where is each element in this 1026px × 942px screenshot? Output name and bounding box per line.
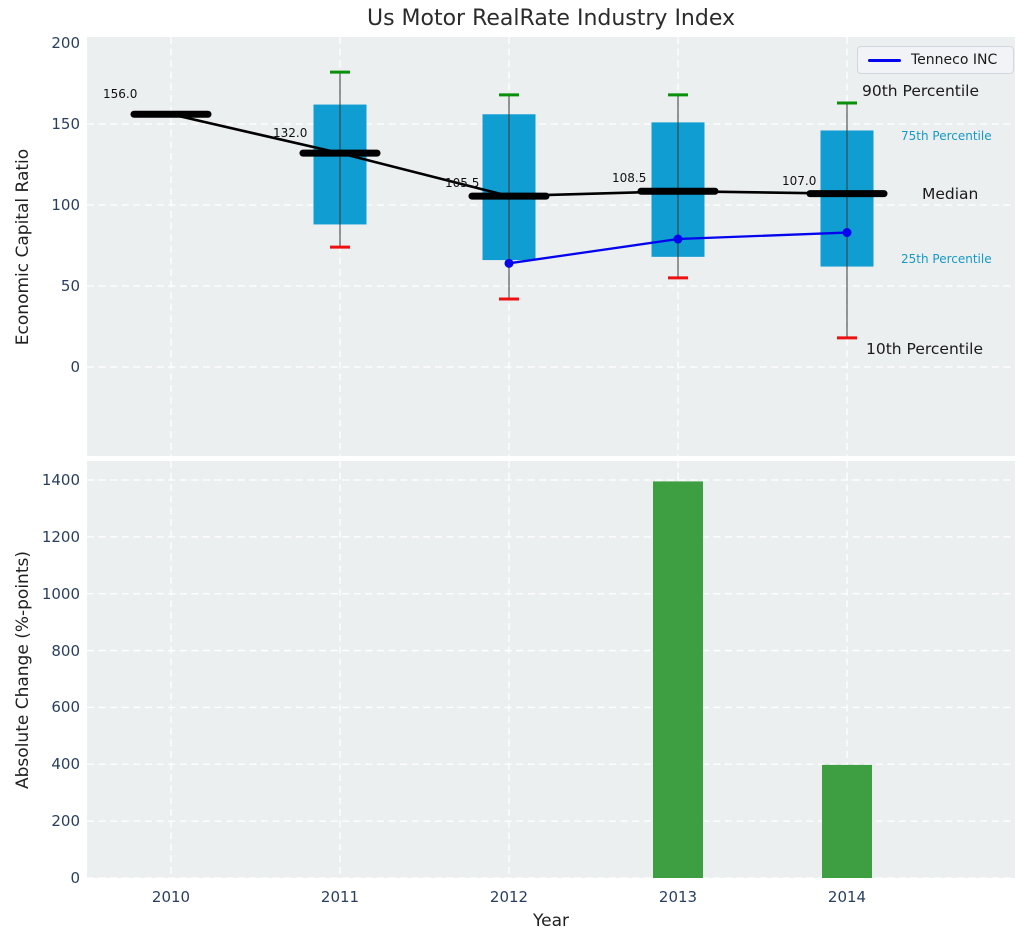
ytick-bottom-1000: 1000: [41, 584, 80, 603]
xtick-2011: 2011: [320, 888, 360, 906]
ytick-top-200: 200: [51, 34, 80, 52]
chart-title: Us Motor RealRate Industry Index: [366, 6, 736, 31]
ytick-top-0: 0: [70, 358, 80, 376]
annotation-75th-percentile: 75th Percentile: [901, 129, 992, 143]
ytick-top-50: 50: [60, 277, 80, 295]
ytick-top-100: 100: [51, 196, 80, 214]
ytick-top-150: 150: [51, 115, 80, 133]
median-value-label-2010: 156.0: [103, 87, 138, 102]
bar-2013: [653, 481, 703, 878]
xtick-2010: 2010: [151, 888, 191, 906]
annotation-median: Median: [922, 185, 979, 203]
median-value-label-2012: 105.5: [445, 176, 480, 191]
ytick-bottom-1200: 1200: [41, 527, 80, 546]
legend-label: Tenneco INC: [911, 52, 998, 68]
y-axis-label-top: Economic Capital Ratio: [13, 148, 33, 346]
ytick-bottom-200: 200: [51, 812, 80, 831]
ytick-bottom-600: 600: [51, 698, 80, 717]
xtick-2012: 2012: [489, 888, 529, 906]
legend-line-swatch: [868, 58, 901, 62]
tenneco-marker-2014: [842, 228, 852, 238]
bar-2014: [822, 764, 872, 878]
ytick-bottom-400: 400: [51, 755, 80, 774]
bottom-panel-bg: [87, 461, 1015, 878]
ytick-bottom-800: 800: [51, 641, 80, 660]
xtick-2013: 2013: [658, 888, 698, 906]
median-value-label-2014: 107.0: [782, 173, 817, 188]
legend: Tenneco INC: [857, 46, 1014, 74]
ytick-bottom-1400: 1400: [41, 471, 80, 489]
tenneco-marker-2012: [504, 258, 514, 268]
median-value-label-2011: 132.0: [273, 126, 308, 141]
xtick-2014: 2014: [827, 888, 867, 906]
tenneco-marker-2013: [673, 234, 683, 244]
annotation-10th-percentile: 10th Percentile: [866, 340, 984, 358]
x-axis-label: Year: [533, 911, 569, 931]
median-value-label-2013: 108.5: [612, 171, 647, 186]
ytick-bottom-0: 0: [70, 869, 80, 887]
annotation-25th-percentile: 25th Percentile: [901, 252, 992, 266]
annotation-90th-percentile: 90th Percentile: [862, 82, 980, 100]
